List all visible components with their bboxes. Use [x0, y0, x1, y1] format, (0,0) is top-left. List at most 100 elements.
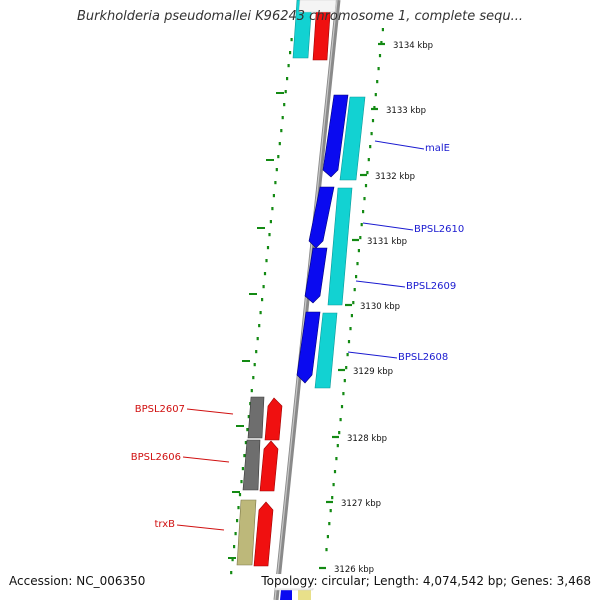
tick-dot	[370, 132, 373, 136]
tick-dot	[366, 171, 369, 175]
minor-ticks-left	[230, 38, 293, 575]
tick-dot	[281, 116, 284, 120]
sequence-backbone-highlight	[274, 0, 338, 600]
tick-dot	[262, 285, 265, 289]
feature-red-bpsl2606	[259, 440, 279, 492]
feature-red-trxb	[253, 501, 274, 567]
accession-text: Accession: NC_006350	[9, 574, 146, 588]
feature-blue-bpsl2610	[308, 186, 335, 249]
tick-dot	[247, 415, 250, 419]
tick-dot	[333, 470, 337, 474]
kbp-label: 3133 kbp	[386, 106, 426, 116]
tick-dot	[277, 155, 280, 159]
tick-dot	[250, 389, 253, 393]
tick-dot	[331, 496, 334, 500]
gene-label-bpsl2606[interactable]: BPSL2606	[131, 452, 181, 463]
gene-label-bpsl2607[interactable]: BPSL2607	[135, 404, 185, 415]
tick-dot	[283, 103, 286, 107]
gene-labels: malE BPSL2610 BPSL2609 BPSL2608 BPSL2607 BPSL…	[131, 140, 464, 531]
feature-white-top	[298, 0, 337, 13]
tick-dot	[233, 545, 236, 549]
tick-dot	[284, 90, 287, 94]
tick-dot	[237, 506, 240, 510]
tick-dot	[328, 522, 331, 526]
tick-dot	[373, 106, 376, 110]
tick-dot	[381, 28, 384, 32]
kbp-label: 3127 kbp	[341, 499, 381, 509]
map-title: Burkholderia pseudomallei K96243 chromos…	[76, 9, 524, 24]
kbp-label: 3126 kbp	[334, 565, 374, 575]
feature-blue-bpsl2609-a	[304, 247, 328, 304]
tick-dot	[240, 480, 243, 484]
gene-leader-line	[355, 280, 406, 288]
tick-dot	[338, 431, 341, 435]
tick-dot	[231, 558, 234, 562]
tick-dot	[253, 363, 256, 367]
tick-dot	[272, 194, 275, 198]
feature-cyan-bpsl2610	[327, 187, 353, 306]
kbp-label: 3134 kbp	[393, 41, 433, 51]
tick-dot	[246, 428, 249, 432]
gene-label-bpsl2609[interactable]: BPSL2609	[406, 281, 456, 292]
feature-blue-bpsl2608	[296, 311, 321, 384]
tick-dot	[349, 327, 352, 331]
tick-dot	[374, 93, 377, 97]
tick-dot	[241, 467, 244, 471]
gene-label-bpsl2610[interactable]: BPSL2610	[414, 224, 464, 235]
kbp-label: 3130 kbp	[360, 302, 400, 312]
gene-label-male[interactable]: malE	[425, 143, 450, 154]
feature-red-bpsl2607	[264, 397, 283, 441]
tick-dot	[380, 41, 383, 45]
tick-dot	[369, 145, 372, 149]
minor-ticks-right	[325, 28, 384, 552]
sequence-backbone	[273, 0, 341, 600]
feature-cyan-bpsl2608	[314, 312, 338, 389]
tick-dot	[346, 353, 349, 357]
gene-label-bpsl2608[interactable]: BPSL2608	[398, 352, 448, 363]
feature-gray-bpsl2607	[247, 396, 265, 439]
tick-dot	[259, 311, 262, 315]
tick-dot	[352, 301, 355, 305]
feature-blue-male	[322, 94, 349, 178]
gene-leader-line	[186, 408, 234, 415]
gene-label-trxb[interactable]: trxB	[154, 519, 175, 530]
gene-leader-line	[182, 456, 230, 463]
kbp-label: 3131 kbp	[367, 237, 407, 247]
tick-dot	[286, 77, 289, 81]
tick-dot	[363, 197, 366, 201]
feature-khaki-trxb	[236, 499, 257, 566]
tick-dot	[289, 51, 292, 55]
feature-yellow-bottom	[298, 590, 311, 600]
tick-dot	[350, 314, 353, 318]
tick-dot	[280, 129, 283, 133]
feature-red-top	[312, 0, 332, 61]
feature-blue-bottom	[280, 590, 292, 600]
feature-cyan-male	[339, 96, 366, 181]
tick-dot	[377, 67, 380, 71]
tick-dot	[236, 519, 239, 523]
gene-leader-line	[347, 351, 398, 359]
tick-dot	[252, 376, 255, 380]
tick-dot	[378, 54, 382, 58]
tick-dot	[347, 340, 351, 344]
tick-dot	[230, 571, 233, 575]
tick-dot	[274, 181, 277, 185]
tick-dot	[362, 210, 365, 214]
tick-dot	[342, 392, 345, 396]
tick-dot	[376, 80, 379, 84]
tick-dot	[287, 64, 290, 68]
tick-dot	[258, 324, 261, 328]
kbp-scale: 3134 kbp 3133 kbp 3132 kbp 3131 kbp 3130 kbp…	[228, 41, 433, 575]
tick-dot	[269, 220, 272, 224]
tick-dot	[371, 119, 375, 123]
tick-dot	[367, 158, 370, 162]
feature-cyan-top	[292, 0, 313, 59]
tick-dot	[356, 262, 359, 266]
feature-gray-bpsl2606	[242, 439, 261, 491]
tick-dot	[243, 454, 246, 458]
gene-leader-line	[374, 140, 425, 150]
tick-dot	[278, 142, 281, 146]
tick-dot	[326, 535, 329, 539]
